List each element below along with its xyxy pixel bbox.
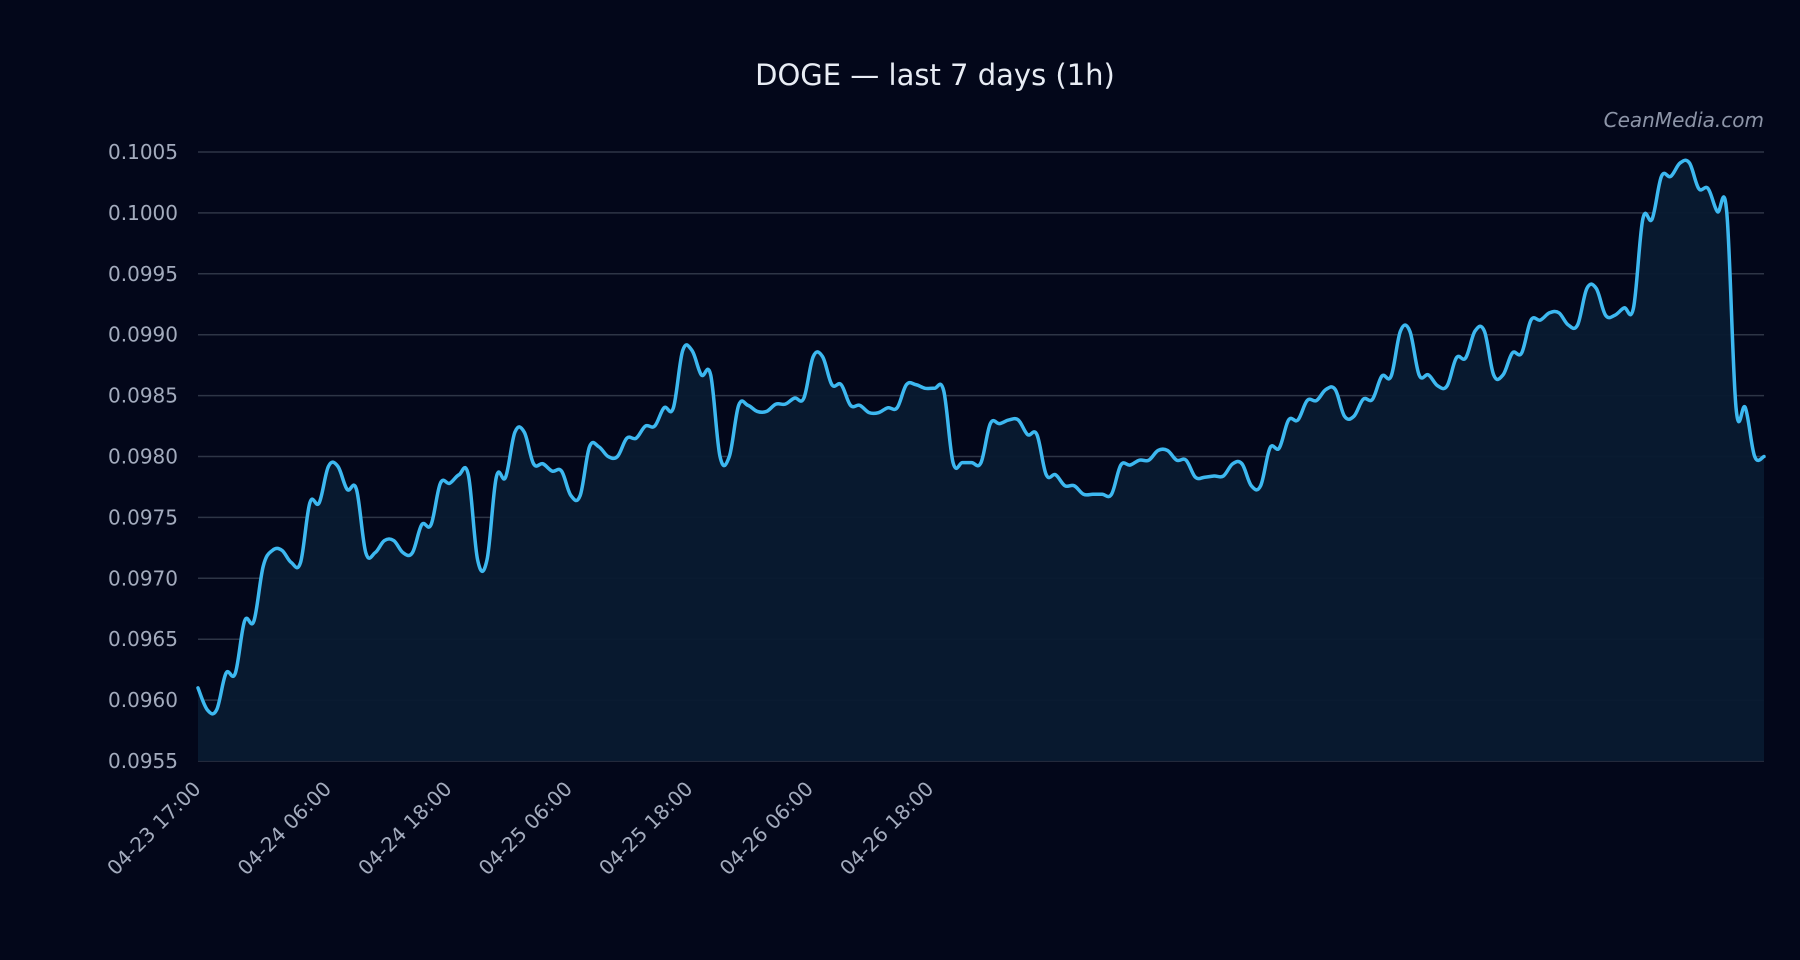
watermark: CeanMedia.com [1604,108,1764,132]
y-tick-label: 0.1005 [108,140,178,164]
x-tick-label: 04-23 17:00 [102,777,205,880]
y-tick-label: 0.0960 [108,688,178,712]
y-tick-label: 0.0965 [108,627,178,651]
x-tick-label: 04-26 18:00 [835,777,938,880]
x-tick-label: 04-25 06:00 [474,777,577,880]
x-tick-label: 04-26 06:00 [715,777,818,880]
price-area [198,160,1764,761]
x-tick-label: 04-24 18:00 [353,777,456,880]
chart-title: DOGE — last 7 days (1h) [755,58,1115,92]
y-tick-label: 0.0985 [108,384,178,408]
price-line [196,158,1766,716]
x-tick-label: 04-25 18:00 [594,777,697,880]
y-tick-label: 0.0970 [108,566,178,590]
x-axis: 04-23 17:00 04-24 06:00 04-24 18:00 04-25 0… [102,777,938,880]
y-tick-label: 0.0990 [108,323,178,347]
y-tick-label: 0.0980 [108,445,178,469]
y-tick-label: 0.1000 [108,201,178,225]
x-tick-label: 04-24 06:00 [233,777,336,880]
y-tick-label: 0.0975 [108,505,178,529]
y-tick-label: 0.0955 [108,749,178,773]
y-tick-label: 0.0995 [108,262,178,286]
y-axis: 0.1005 0.1000 0.0995 0.0990 0.0985 0.0980 0.09… [108,140,178,773]
